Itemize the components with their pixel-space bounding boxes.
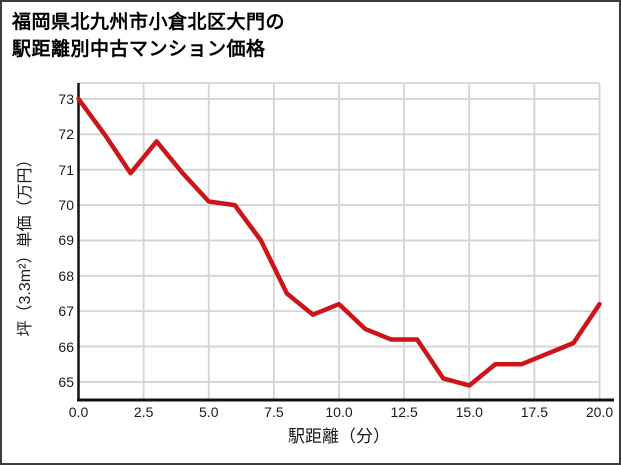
price-line <box>76 96 602 388</box>
chart-title-line-1: 福岡県北九州市小倉北区大門の <box>12 12 286 33</box>
x-axis-title: 駅距離（分） <box>288 427 390 446</box>
chart-title-line-2: 駅距離別中古マンション価格 <box>12 39 266 60</box>
y-axis-title: 坪（3.3m²）単価（万円） <box>17 151 34 337</box>
chart-title: 福岡県北九州市小倉北区大門の 駅距離別中古マンション価格 <box>12 9 285 63</box>
